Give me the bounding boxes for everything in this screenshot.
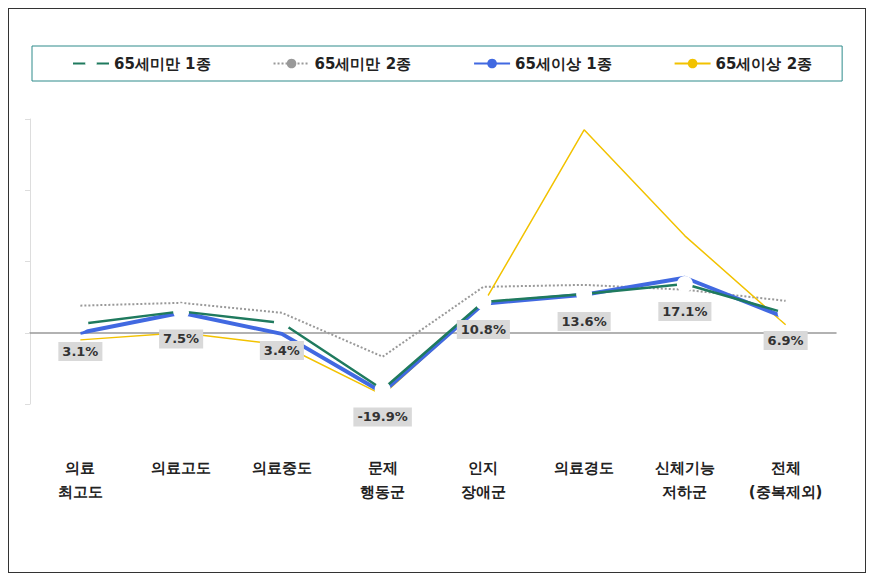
- svg-text:의료경도: 의료경도: [554, 459, 614, 477]
- svg-text:3.4%: 3.4%: [264, 343, 300, 358]
- svg-text:6.9%: 6.9%: [768, 333, 804, 348]
- svg-text:-19.9%: -19.9%: [357, 409, 408, 424]
- svg-text:의료고도: 의료고도: [151, 459, 211, 477]
- svg-text:인지: 인지: [468, 459, 498, 477]
- svg-text:의료중도: 의료중도: [252, 459, 312, 477]
- svg-text:신체기능: 신체기능: [655, 459, 715, 477]
- svg-text:행동군: 행동군: [360, 483, 405, 501]
- svg-text:65세이상 2종: 65세이상 2종: [716, 55, 813, 73]
- svg-text:65세미만 2종: 65세미만 2종: [315, 55, 412, 73]
- svg-text:의료: 의료: [65, 459, 95, 477]
- svg-text:(중복제외): (중복제외): [749, 483, 823, 501]
- svg-text:최고도: 최고도: [58, 483, 103, 501]
- svg-text:10.8%: 10.8%: [461, 322, 506, 337]
- svg-text:17.1%: 17.1%: [662, 304, 707, 319]
- svg-text:65세미만 1종: 65세미만 1종: [114, 55, 211, 73]
- svg-text:3.1%: 3.1%: [62, 344, 98, 359]
- svg-text:13.6%: 13.6%: [562, 314, 607, 329]
- svg-text:65세이상 1종: 65세이상 1종: [515, 55, 612, 73]
- svg-text:전체: 전체: [771, 459, 801, 477]
- svg-text:7.5%: 7.5%: [163, 331, 199, 346]
- svg-text:문제: 문제: [368, 459, 398, 477]
- svg-text:저하군: 저하군: [662, 483, 707, 501]
- svg-text:장애군: 장애군: [461, 483, 506, 501]
